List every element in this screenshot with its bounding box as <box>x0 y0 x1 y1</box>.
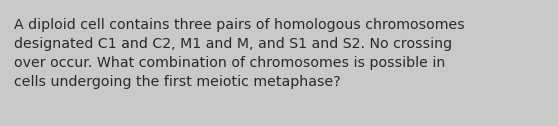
Text: A diploid cell contains three pairs of homologous chromosomes
designated C1 and : A diploid cell contains three pairs of h… <box>14 18 465 89</box>
